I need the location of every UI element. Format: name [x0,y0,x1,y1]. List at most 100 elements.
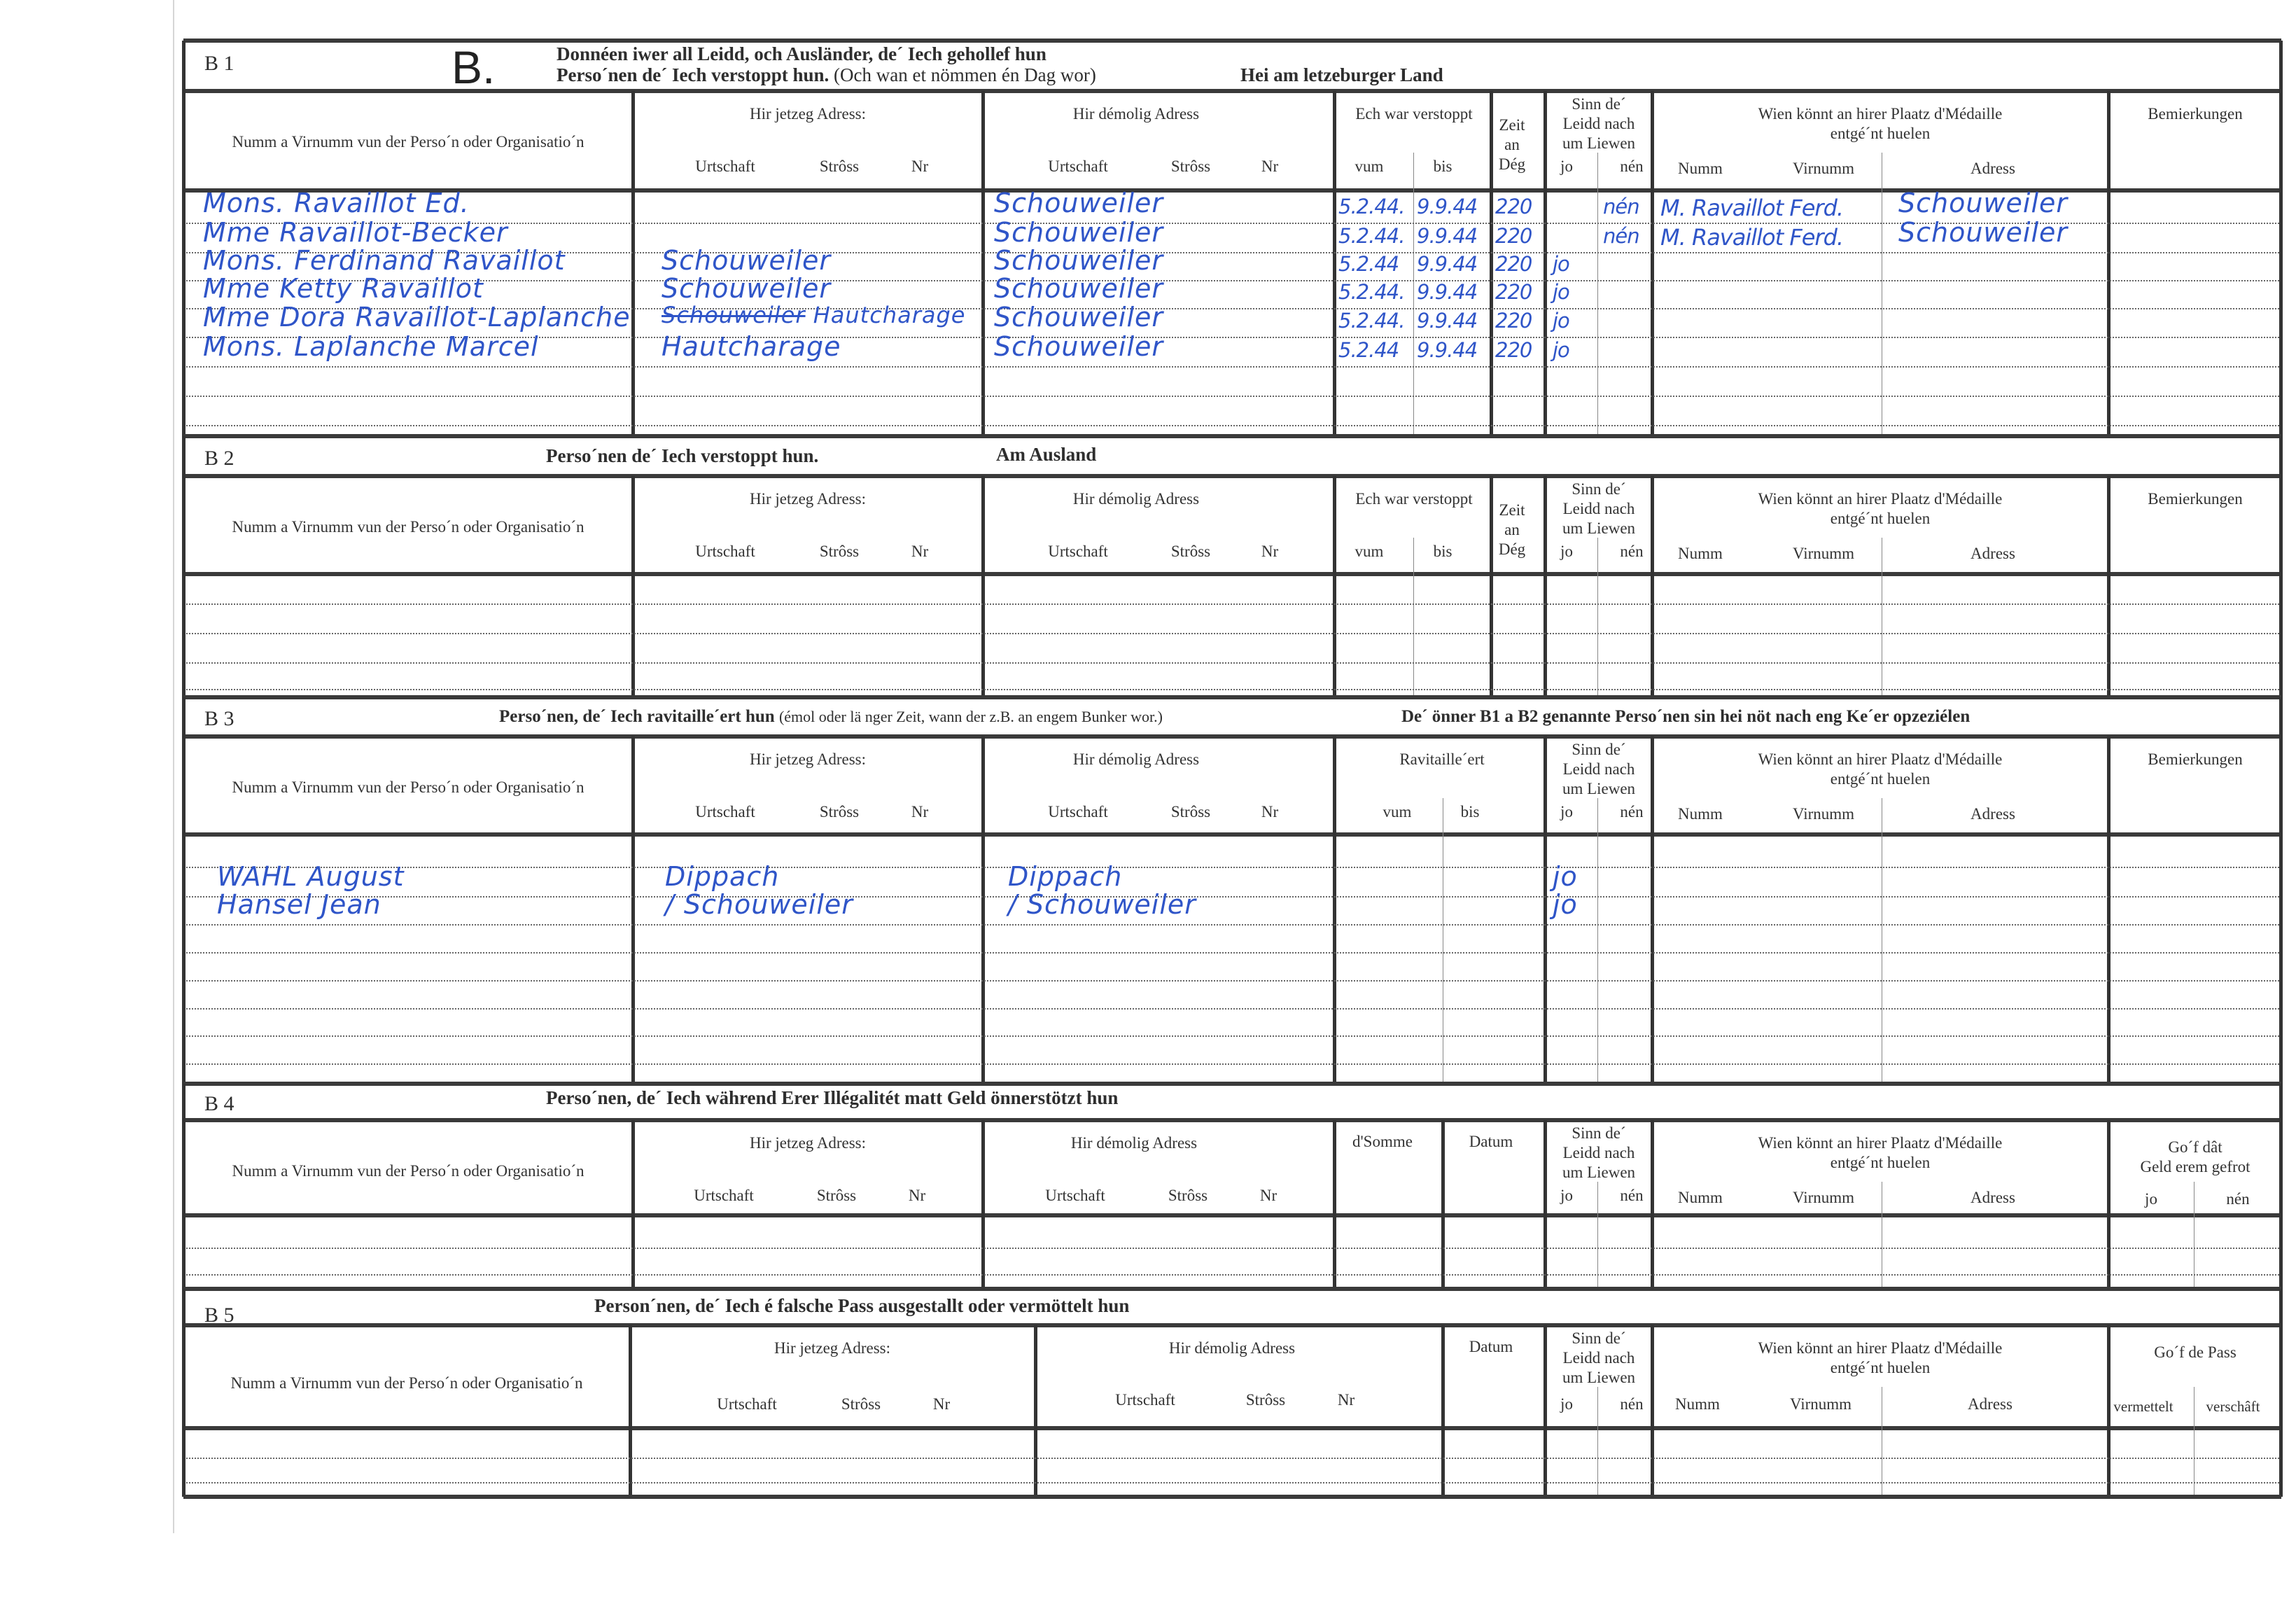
medal-header: entgé´nt huelen [1830,1154,1931,1171]
vum-label: vum [1354,543,1384,560]
entry-days: 220 [1495,309,1532,333]
name-column-header: Numm a Virnumm vun der Perso´n oder Orga… [232,778,584,796]
column-divider [1544,476,1547,697]
entry-name: WAHL August [217,861,405,892]
subcolumn-divider [1597,1387,1598,1497]
name-column-header: Numm a Virnumm vun der Perso´n oder Orga… [230,1374,583,1392]
vum-label: vum [1382,803,1412,821]
subcolumn-divider [1413,538,1414,697]
rule-line [183,1495,2281,1499]
nr-label: Nr [1261,158,1279,175]
b3-title: Perso´nen, de´ Iech ravitaille´ert hun (… [499,707,1163,727]
entry-hidden-until: 9.9.44 [1417,195,1478,218]
entry-former-address: Schouweiler [994,273,1164,304]
nr-label: Nr [1261,543,1279,560]
vermettelt-label: vermettelt [2113,1398,2174,1415]
sinn-label: Sinn de´ [1572,741,1626,758]
column-divider [1441,1120,1445,1289]
nr-label: Nr [932,1395,951,1413]
dotted-row-line [186,280,2279,281]
zeit-label: Dég [1498,540,1526,558]
sinn-label: um Liewen [1562,1369,1636,1386]
sinn-label: Sinn de´ [1572,1124,1626,1142]
frame-right [2279,436,2283,697]
date-header: Datum [1469,1338,1513,1355]
nr-label: Nr [911,158,929,175]
medal-header: entgé´nt huelen [1830,125,1931,142]
rule-line [183,832,2281,837]
column-divider [981,91,985,436]
remarks-header: Bemierkungen [2148,105,2243,123]
hidden-header: Ech war verstoppt [1355,490,1473,508]
numm-label: Numm [1678,545,1723,562]
nen-label: nén [1620,803,1644,821]
medal-header: Wien könnt an hirer Plaatz d'Médaille [1758,1339,2003,1357]
b2-title: Perso´nen de´ Iech verstoppt hun. [546,445,819,466]
entry-current-address: Dippach [665,861,780,892]
urtschaft-label: Urtschaft [1048,158,1108,175]
entry-name: Mme Ketty Ravaillot [203,273,484,304]
sinn-label: Leidd nach [1562,500,1635,517]
sinn-label: Leidd nach [1562,1144,1635,1161]
entry-name: Mme Dora Ravaillot-Laplanche [203,302,631,333]
dotted-row-line [186,252,2279,253]
former-address-header: Hir démolig Adress [1070,1134,1198,1152]
rule-line [183,695,2281,699]
entry-current-address: Hautcharage [662,331,841,362]
rule-line [183,1082,2281,1086]
stross-label: Strôss [819,158,860,175]
entry-former-address: / Schouweiler [1008,889,1196,920]
sinn-label: um Liewen [1562,780,1636,797]
stross-label: Strôss [816,1187,857,1204]
urtschaft-label: Urtschaft [1115,1391,1175,1409]
b3-title-note: (émol oder lä nger Zeit, wann der z.B. a… [778,708,1163,725]
entry-hidden-from: 5.2.44 [1338,338,1399,362]
entry-former-address: Schouweiler [994,331,1164,362]
entry-survived-yes: jo [1553,861,1578,892]
b3-title-main: Perso´nen, de´ Iech ravitaille´ert hun [499,707,775,726]
rule-line [183,1287,2281,1291]
sinn-label: Leidd nach [1562,760,1635,778]
entry-current-address: Schouweiler [662,245,832,276]
hidden-header: Ech war verstoppt [1355,105,1473,123]
name-column-header: Numm a Virnumm vun der Perso´n oder Orga… [232,133,584,151]
sinn-label: Sinn de´ [1572,1329,1626,1347]
entry-survived-yes: jo [1553,889,1578,920]
entry-current-address: / Schouweiler [665,889,853,920]
current-address-header: Hir jetzeg Adress: [749,105,867,123]
stross-label: Strôss [841,1395,881,1413]
column-divider [631,736,635,1084]
numm-label: Numm [1675,1395,1720,1413]
dotted-row-line [186,633,2279,634]
remarks-header: Bemierkungen [2148,750,2243,768]
column-divider [1651,736,1654,1084]
urtschaft-label: Urtschaft [695,803,755,821]
rule-line [183,734,2281,739]
stross-label: Strôss [1245,1391,1286,1409]
sinn-label: Leidd nach [1562,1349,1635,1367]
column-divider [1441,1325,1445,1497]
entry-survived-no: nén [1603,224,1640,248]
column-divider [981,476,985,697]
virnumm-label: Virnumm [1792,160,1855,177]
entry-days: 220 [1495,252,1532,276]
subcolumn-divider [1597,798,1598,1084]
section-code-b4: B 4 [204,1092,234,1115]
entry-name: Hansel Jean [217,889,382,920]
dotted-row-line [186,603,2279,605]
medal-header: entgé´nt huelen [1830,770,1931,788]
entry-medal-name: M. Ravaillot Ferd. [1660,224,1844,251]
stross-label: Strôss [1170,543,1211,560]
dotted-row-line [186,1063,2279,1065]
urtschaft-label: Urtschaft [694,1187,754,1204]
frame-right [2279,697,2283,1084]
sinn-label: um Liewen [1562,1164,1636,1181]
entry-hidden-from: 5.2.44. [1338,280,1405,304]
entry-current-address: Schouweiler [662,273,832,304]
rule-line [183,572,2281,576]
nr-label: Nr [1259,1187,1278,1204]
column-divider [1490,476,1493,697]
jo-label: jo [1560,1187,1573,1204]
dotted-row-line [186,952,2279,954]
b1-title-line2: Perso´nen de´ Iech verstoppt hun. (Och w… [556,64,1096,86]
